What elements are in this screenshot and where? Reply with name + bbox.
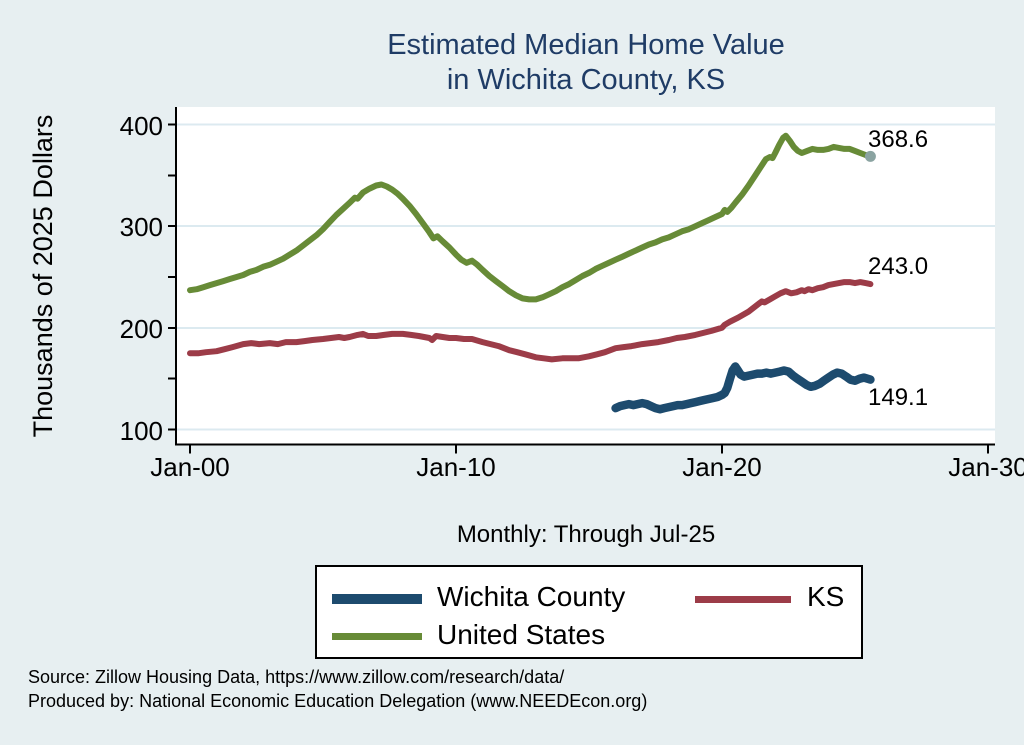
legend-swatch-united_states [332, 633, 422, 640]
legend-label-united_states: United States [437, 619, 606, 650]
chart-title-line-2: in Wichita County, KS [446, 64, 726, 96]
x-tick-label-Jan-00: Jan-00 [150, 452, 230, 482]
source-line-1: Source: Zillow Housing Data, https://www… [28, 667, 565, 687]
series-line-united_states [187, 132, 874, 303]
x-tick-label-Jan-10: Jan-10 [416, 452, 496, 482]
source-block: Source: Zillow Housing Data, https://www… [28, 665, 647, 713]
x-tick-label-Jan-20: Jan-20 [682, 452, 762, 482]
series-line-wichita_county [611, 362, 875, 414]
y-tick-label-100: 100 [119, 415, 163, 446]
x-axis-subtitle: Monthly: Through Jul-25 [456, 521, 716, 548]
legend-label-wichita_county: Wichita County [437, 581, 626, 612]
source-line-2: Produced by: National Economic Education… [28, 691, 648, 711]
series-end-dot-united_states [864, 150, 876, 162]
legend: Wichita County KS United States [315, 565, 863, 659]
legend-swatch-wichita_county [332, 594, 422, 604]
x-tick-label-Jan-30: Jan-30 [948, 452, 1024, 482]
y-tick-label-300: 300 [119, 212, 163, 243]
series-line-ks [187, 279, 874, 363]
chart-title: Estimated Median Home Value in Wichita C… [176, 28, 996, 98]
y-tick-label-400: 400 [119, 110, 163, 141]
legend-label-ks: KS [807, 581, 845, 612]
legend-swatch-ks [695, 596, 791, 603]
chart-title-line-1: Estimated Median Home Value [387, 29, 785, 61]
series-end-label-ks: 243.0 [868, 253, 929, 281]
series-end-label-wichita_county: 149.1 [868, 383, 929, 411]
y-tick-label-200: 200 [119, 313, 163, 344]
series-end-label-united_states: 368.6 [868, 126, 929, 154]
